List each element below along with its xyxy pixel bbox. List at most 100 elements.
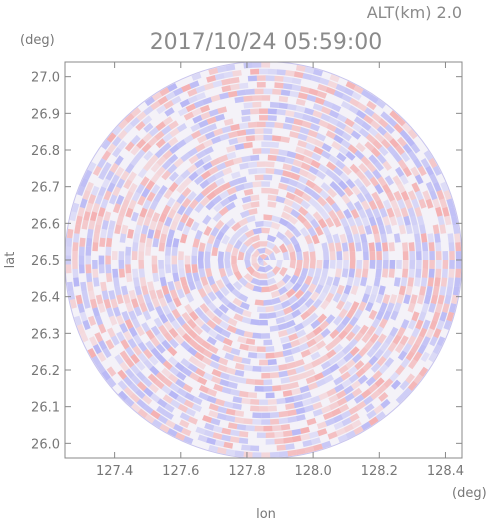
radar-cell xyxy=(250,108,260,115)
radar-cell xyxy=(432,311,441,322)
radar-cell xyxy=(197,260,204,269)
radar-cell xyxy=(320,182,331,192)
radar-cell xyxy=(173,212,182,223)
radar-cell xyxy=(220,296,231,307)
radar-cell xyxy=(405,136,415,147)
radar-cell xyxy=(123,123,134,134)
radar-cell xyxy=(234,328,245,337)
radar-cell xyxy=(97,351,107,362)
radar-cell xyxy=(265,392,275,399)
radar-cell xyxy=(269,188,279,195)
radar-cell xyxy=(286,185,297,194)
radar-cell xyxy=(435,260,442,269)
radar-cell xyxy=(225,282,235,293)
radar-cell xyxy=(150,100,161,111)
radar-cell xyxy=(290,208,301,219)
radar-cell xyxy=(259,359,268,366)
radar-cell xyxy=(143,161,153,172)
radar-cell xyxy=(103,190,112,201)
radar-cell xyxy=(129,382,140,393)
radar-cell xyxy=(278,102,288,110)
radar-cell xyxy=(187,95,198,104)
radar-cell xyxy=(72,242,79,252)
radar-cell xyxy=(75,215,83,226)
radar-cell xyxy=(213,307,224,318)
radar-cell xyxy=(375,268,382,278)
radar-cell xyxy=(308,166,319,175)
radar-cell xyxy=(316,421,327,430)
radar-cell xyxy=(208,67,219,76)
radar-cell xyxy=(265,121,275,128)
radar-cell xyxy=(391,379,401,390)
radar-cell xyxy=(221,434,231,442)
radar-cell xyxy=(219,320,230,330)
radar-cell xyxy=(241,316,252,325)
radar-cell xyxy=(300,267,309,278)
radar-cell xyxy=(289,235,299,246)
radar-cell xyxy=(173,423,184,433)
radar-cell xyxy=(86,273,93,283)
radar-cell xyxy=(98,340,108,351)
radar-cell xyxy=(105,255,111,265)
radar-cell xyxy=(261,148,271,154)
y-tick-label: 26.6 xyxy=(31,217,60,232)
radar-cell xyxy=(256,75,266,81)
radar-cell xyxy=(139,207,148,218)
radar-cell xyxy=(270,451,280,458)
radar-cell xyxy=(372,139,383,150)
radar-cell xyxy=(304,446,315,454)
radar-cell xyxy=(321,268,329,278)
radar-cell xyxy=(439,286,447,296)
radar-cell xyxy=(225,201,236,211)
radar-cell xyxy=(361,121,372,131)
radar-cell xyxy=(296,260,303,269)
radar-cell xyxy=(348,338,359,349)
radar-cell xyxy=(314,284,324,295)
radar-cell xyxy=(295,414,306,422)
radar-cell xyxy=(97,158,107,169)
radar-cell xyxy=(133,233,140,243)
radar-cell xyxy=(354,178,364,189)
radar-cell xyxy=(360,233,368,244)
radar-cell xyxy=(250,201,260,208)
radar-cell xyxy=(227,90,238,98)
radar-cell xyxy=(276,444,286,451)
radar-cell xyxy=(182,333,193,343)
radar-cell xyxy=(332,217,342,228)
radar-cell xyxy=(256,432,266,438)
radar-cell xyxy=(266,270,276,279)
radar-cell xyxy=(243,188,254,196)
radar-cell xyxy=(181,187,192,198)
radar-cell xyxy=(129,117,140,127)
radar-cell xyxy=(296,448,306,456)
radar-cell xyxy=(263,339,273,346)
radar-cell xyxy=(241,195,252,204)
radar-cell xyxy=(288,178,299,187)
radar-cell xyxy=(217,106,228,114)
radar-cell xyxy=(288,295,299,305)
radar-cell xyxy=(177,403,189,413)
radar-cell xyxy=(189,372,200,382)
radar-cell xyxy=(226,186,237,196)
radar-cell xyxy=(449,251,455,260)
radar-cell xyxy=(364,192,374,203)
radar-cell xyxy=(92,268,99,278)
radar-cell xyxy=(208,403,219,412)
y-tick-label: 27.0 xyxy=(31,71,60,86)
radar-cell xyxy=(157,414,169,425)
radar-cell xyxy=(340,371,351,381)
radar-cell xyxy=(92,202,100,213)
radar-cell xyxy=(320,299,330,310)
radar-cell xyxy=(228,178,239,187)
radar-cell xyxy=(309,251,316,260)
radar-cell xyxy=(209,360,220,370)
radar-cell xyxy=(341,165,352,176)
radar-cell xyxy=(257,260,264,265)
radar-cell xyxy=(386,207,395,218)
radar-cell xyxy=(165,255,171,265)
radar-cell xyxy=(214,290,225,301)
radar-cell xyxy=(230,123,240,131)
radar-cell xyxy=(164,403,175,413)
radar-cell xyxy=(295,105,306,113)
radar-cell xyxy=(296,296,307,307)
